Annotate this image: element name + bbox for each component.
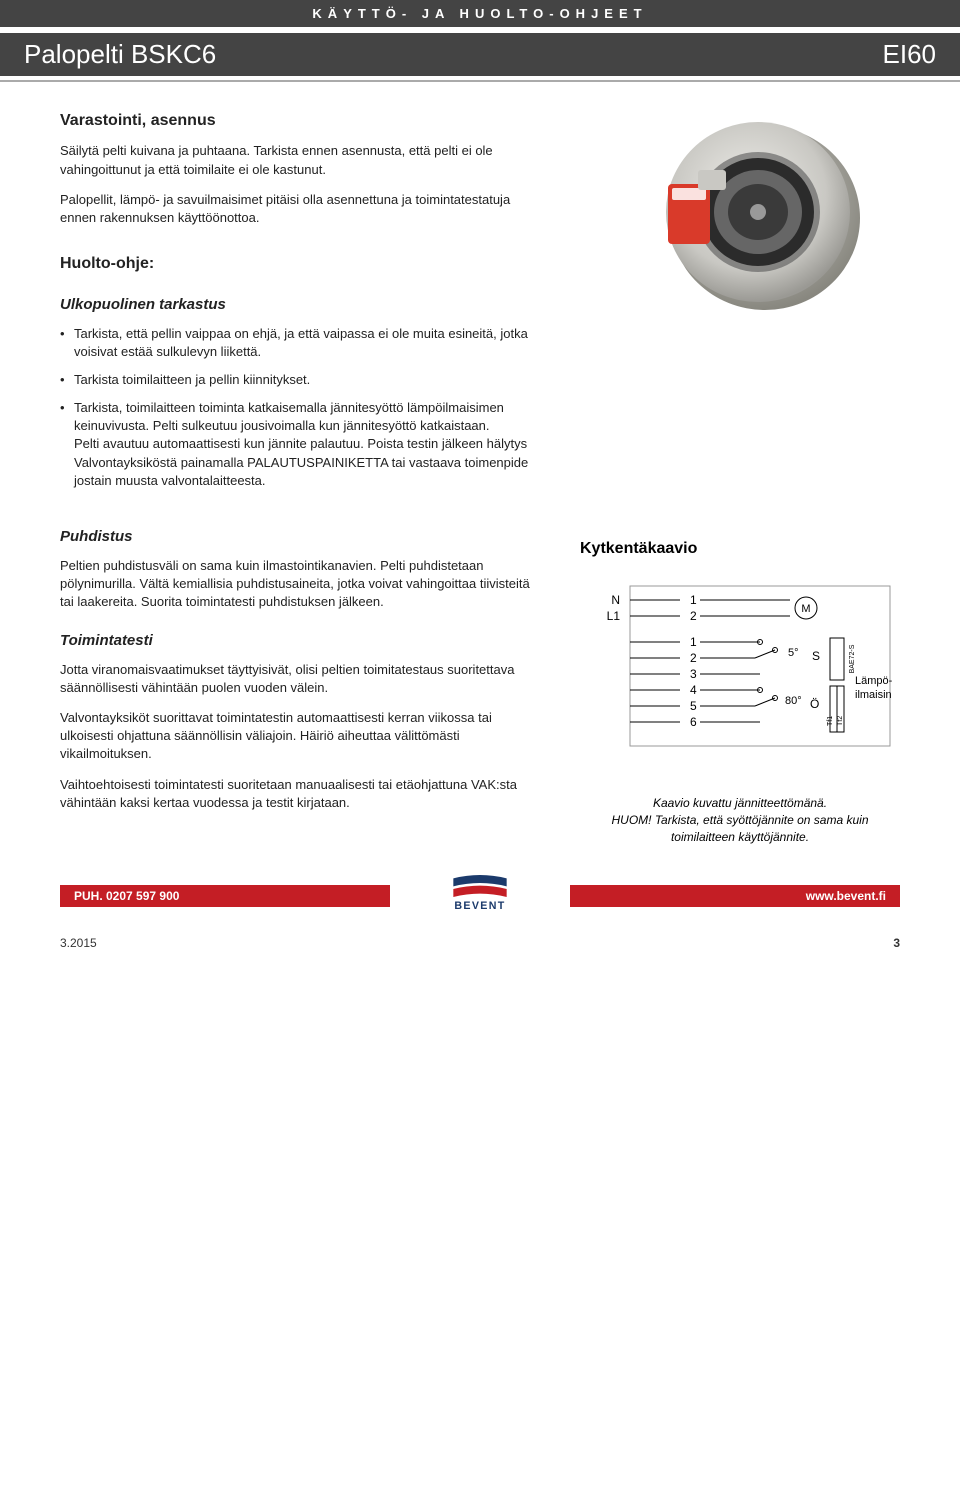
svg-text:6: 6 xyxy=(690,715,697,729)
svg-text:5: 5 xyxy=(690,699,697,713)
bullet-1: Tarkista, että pellin vaippaa on ehjä, j… xyxy=(60,325,540,361)
left-column: Varastointi, asennus Säilytä pelti kuiva… xyxy=(60,110,540,500)
lbl-bae: BAE72-S xyxy=(849,644,856,673)
footer-date: 3.2015 xyxy=(60,936,97,950)
bevent-logo: BEVENT xyxy=(390,863,570,923)
title-right: EI60 xyxy=(883,39,937,70)
svg-text:BEVENT: BEVENT xyxy=(454,900,505,912)
clean-p1: Peltien puhdistusväli on sama kuin ilmas… xyxy=(60,557,540,612)
lbl-S: S xyxy=(812,649,820,663)
product-image xyxy=(600,110,880,320)
page-meta: 3.2015 3 xyxy=(60,928,900,970)
test-p3: Vaihtoehtoisesti toimintatesti suoriteta… xyxy=(60,776,540,812)
storage-p2: Palopellit, lämpö- ja savuilmaisimet pit… xyxy=(60,191,540,227)
lbl-L1: L1 xyxy=(607,609,621,623)
footer-page: 3 xyxy=(893,936,900,950)
lbl-lampo1: Lämpö- xyxy=(855,675,893,687)
logo-wrap: BEVENT xyxy=(60,863,900,928)
bullet-3: Tarkista, toimilaitteen toiminta katkais… xyxy=(60,399,540,490)
test-p1: Jotta viranomaisvaatimukset täyttyisivät… xyxy=(60,661,540,697)
storage-p1: Säilytä pelti kuivana ja puhtaana. Tarki… xyxy=(60,142,540,178)
top-columns: Varastointi, asennus Säilytä pelti kuiva… xyxy=(60,110,900,500)
lbl-5deg: 5° xyxy=(788,647,799,659)
lbl-t1: 1 xyxy=(690,593,697,607)
ext-heading: Ulkopuolinen tarkastus xyxy=(60,294,540,315)
storage-heading: Varastointi, asennus xyxy=(60,110,540,132)
lbl-lampo2: ilmaisin xyxy=(855,689,892,701)
lbl-O: Ö xyxy=(810,697,819,711)
title-bar: Palopelti BSKC6 EI60 xyxy=(0,33,960,76)
mid-left: Puhdistus Peltien puhdistusväli on sama … xyxy=(60,508,540,845)
mid-right: Kytkentäkaavio N L1 1 2 M xyxy=(580,508,900,845)
test-heading: Toimintatesti xyxy=(60,630,540,651)
svg-text:2: 2 xyxy=(690,651,697,665)
lbl-M: M xyxy=(801,603,810,615)
svg-text:1: 1 xyxy=(690,635,697,649)
wiring-diagram: N L1 1 2 M 1 2 3 4 xyxy=(580,566,900,781)
maint-heading: Huolto-ohje: xyxy=(60,253,540,275)
header-band: KÄYTTÖ- JA HUOLTO-OHJEET xyxy=(0,0,960,27)
bullet-2: Tarkista toimilaitteen ja pellin kiinnit… xyxy=(60,371,540,389)
lbl-tf1: Tf1 xyxy=(827,716,834,726)
title-left: Palopelti BSKC6 xyxy=(24,39,216,70)
svg-text:4: 4 xyxy=(690,683,697,697)
lbl-N: N xyxy=(611,593,620,607)
diagram-note: Kaavio kuvattu jännitteettömänä. HUOM! T… xyxy=(580,795,900,845)
maint-bullets: Tarkista, että pellin vaippaa on ehjä, j… xyxy=(60,325,540,491)
footer: PUH. 0207 597 900 www.bevent.fi BEVENT 3… xyxy=(0,885,960,970)
test-p2: Valvontayksiköt suorittavat toimintatest… xyxy=(60,709,540,764)
diagram-heading: Kytkentäkaavio xyxy=(580,540,900,558)
lbl-tf2: Tf2 xyxy=(837,716,844,726)
svg-text:3: 3 xyxy=(690,667,697,681)
lbl-80deg: 80° xyxy=(785,695,802,707)
content: Varastointi, asennus Säilytä pelti kuiva… xyxy=(0,82,960,855)
lbl-t2: 2 xyxy=(690,609,697,623)
mid-columns: Puhdistus Peltien puhdistusväli on sama … xyxy=(60,508,900,845)
clean-heading: Puhdistus xyxy=(60,526,540,547)
product-image-col xyxy=(580,110,900,500)
